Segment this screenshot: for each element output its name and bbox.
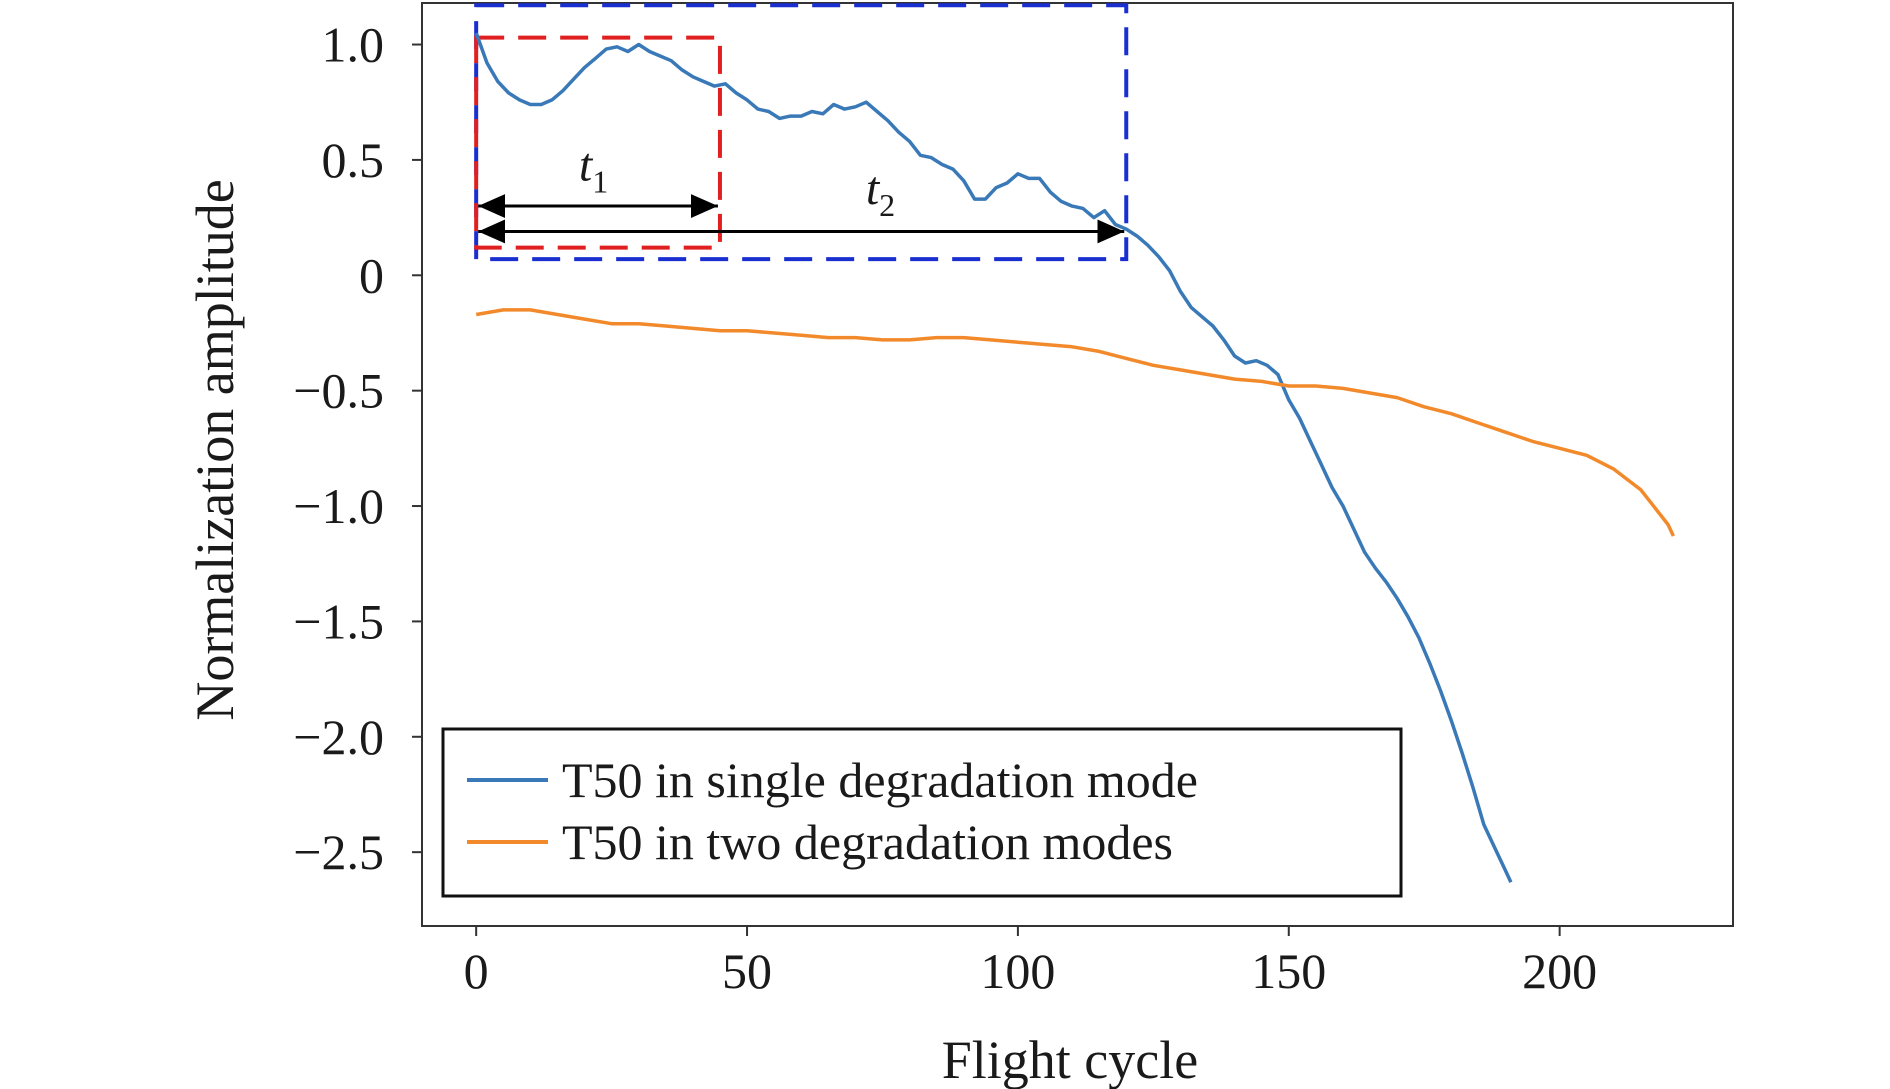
x-tick-label: 0 bbox=[464, 943, 489, 999]
x-tick-label: 50 bbox=[722, 943, 772, 999]
annotation-box-t2 bbox=[474, 3, 1129, 262]
y-tick-label: −2.5 bbox=[293, 824, 384, 880]
series-line-two-modes bbox=[475, 308, 1675, 537]
y-axis-ticks: 1.0 0.5 0 −0.5 −1.0 −1.5 −2.0 −2.5 bbox=[293, 17, 422, 880]
y-axis-title: Normalization amplitude bbox=[185, 179, 245, 720]
annotation-box-t1 bbox=[474, 35, 722, 250]
y-tick-label: 0.5 bbox=[322, 132, 385, 188]
y-tick-label: −1.0 bbox=[293, 478, 384, 534]
x-tick-label: 100 bbox=[980, 943, 1055, 999]
legend: T50 in single degradation mode T50 in tw… bbox=[441, 727, 1403, 898]
annotation-label-t2-sub: 2 bbox=[879, 187, 895, 223]
legend-label-two: T50 in two degradation modes bbox=[562, 814, 1173, 870]
x-axis-ticks: 0 50 100 150 200 bbox=[464, 926, 1597, 999]
series-line-single-mode bbox=[474, 32, 1513, 883]
y-tick-label: 1.0 bbox=[322, 17, 385, 73]
y-tick-label: −0.5 bbox=[293, 363, 384, 419]
annotation-label-t2: t2 bbox=[866, 162, 895, 223]
legend-label-single: T50 in single degradation mode bbox=[562, 752, 1198, 808]
series-lines bbox=[474, 32, 1675, 883]
x-axis-title: Flight cycle bbox=[942, 1030, 1198, 1089]
annotation-arrows: t1 t2 bbox=[478, 139, 1125, 244]
legend-box bbox=[441, 727, 1403, 898]
plot-frame bbox=[421, 2, 1734, 927]
annotation-label-t1: t1 bbox=[579, 139, 608, 200]
annotation-boxes bbox=[474, 3, 1129, 262]
y-tick-label: −1.5 bbox=[293, 593, 384, 649]
y-tick-label: −2.0 bbox=[293, 709, 384, 765]
x-tick-label: 150 bbox=[1251, 943, 1326, 999]
annotation-label-t1-sub: 1 bbox=[592, 164, 608, 200]
y-tick-label: 0 bbox=[359, 247, 384, 303]
x-tick-label: 200 bbox=[1522, 943, 1597, 999]
